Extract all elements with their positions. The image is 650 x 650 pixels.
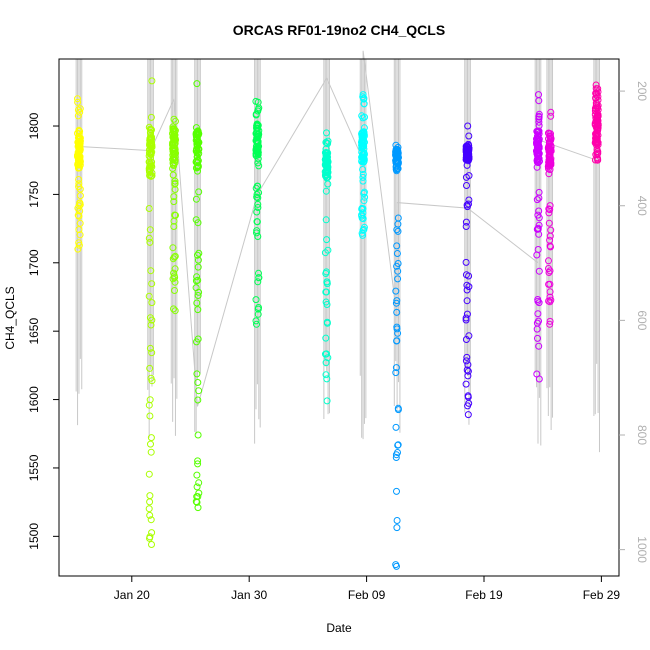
x-tick-label: Feb 19 [465, 588, 503, 602]
data-point-rf02 [146, 471, 152, 477]
data-point-rf02 [147, 493, 153, 499]
data-point-rf08 [394, 518, 400, 524]
data-point-rf02 [147, 397, 153, 403]
data-point-rf02 [147, 413, 153, 419]
data-point-rf06 [324, 376, 330, 382]
x-tick-label: Jan 20 [114, 588, 150, 602]
data-point-rf09 [463, 381, 469, 387]
y2-tick-label: 400 [635, 196, 649, 216]
y-tick-label: 1800 [27, 112, 41, 139]
data-point-rf02 [148, 441, 154, 447]
data-point-rf04 [194, 472, 200, 478]
data-point-rf09 [465, 412, 471, 418]
y-tick-label: 1550 [27, 454, 41, 481]
y-tick-label: 1750 [27, 181, 41, 208]
y2-axis: 200 400 600 800 1000 [619, 81, 649, 563]
track-line [79, 51, 597, 407]
x-tick-label: Feb 29 [583, 588, 621, 602]
data-point-rf04 [195, 432, 201, 438]
x-axis-label: Date [326, 621, 352, 635]
y2-tick-label: 800 [635, 425, 649, 445]
data-point-rf02 [147, 499, 153, 505]
y-tick-label: 1650 [27, 318, 41, 345]
y2-tick-label: 200 [635, 81, 649, 101]
data-points [75, 78, 602, 570]
y2-tick-label: 600 [635, 310, 649, 330]
data-point-rf02 [148, 449, 154, 455]
data-point-rf08 [394, 488, 400, 494]
x-tick-label: Feb 09 [348, 588, 386, 602]
y-axis: 1500 1550 1600 1650 1700 1750 1800 [27, 112, 59, 549]
data-point-rf08 [394, 525, 400, 531]
y-tick-label: 1700 [27, 249, 41, 276]
data-point-rf02 [149, 542, 155, 548]
y-tick-label: 1600 [27, 386, 41, 413]
data-point-rf02 [146, 506, 152, 512]
y-axis-label: CH4_QCLS [3, 286, 17, 349]
pressure-lines [76, 51, 599, 452]
chart-title: ORCAS RF01-19no2 CH4_QCLS [233, 22, 445, 38]
y-tick-label: 1500 [27, 523, 41, 550]
data-point-rf08 [393, 424, 399, 430]
x-tick-label: Jan 30 [231, 588, 267, 602]
x-axis: Jan 20 Jan 30 Feb 09 Feb 19 Feb 29 [114, 576, 621, 602]
y2-tick-label: 1000 [635, 536, 649, 563]
